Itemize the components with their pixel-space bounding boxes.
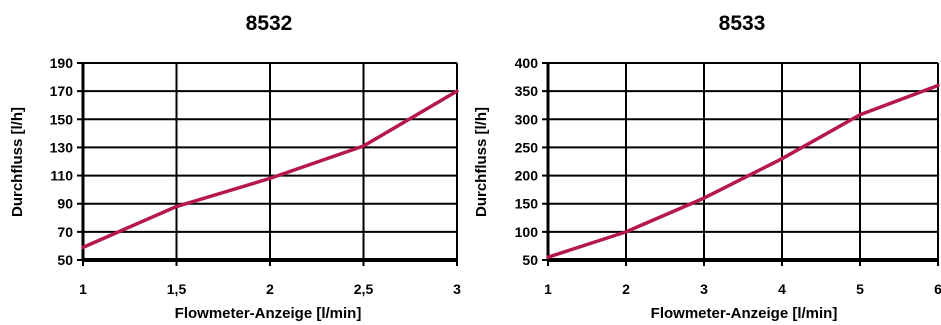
y-axis-ticks: 50 100 150 200 250 300 350 400 <box>515 55 548 268</box>
y-tick-label: 400 <box>515 55 539 71</box>
y-tick-label: 150 <box>515 196 539 212</box>
y-tick-label: 300 <box>515 111 539 127</box>
chart-8533: 8533 50 100 150 200 250 300 350 400 1 2 3 4 5 6 Flow… <box>473 12 941 322</box>
y-tick-label: 250 <box>515 139 539 155</box>
y-tick-label: 90 <box>57 196 73 212</box>
y-axis-label: Durchfluss [l/h] <box>9 107 26 217</box>
grid <box>547 62 939 261</box>
x-axis-label: Flowmeter-Anzeige [l/min] <box>651 305 838 322</box>
series-line <box>546 83 940 259</box>
y-axis-label: Durchfluss [l/h] <box>473 107 490 217</box>
x-tick-label: 4 <box>778 281 786 297</box>
x-tick-label: 1 <box>79 281 87 297</box>
series <box>546 83 940 259</box>
chart-title: 8533 <box>719 12 766 35</box>
x-tick-label: 1 <box>544 281 552 297</box>
y-tick-label: 200 <box>515 168 539 184</box>
y-tick-label: 350 <box>515 83 539 99</box>
chart-8532: 8532 50 70 90 110 130 150 170 190 1 1,5 2 2,5 3 Flo… <box>9 12 461 322</box>
x-tick-label: 2 <box>622 281 630 297</box>
y-tick-label: 50 <box>57 252 73 268</box>
y-tick-label: 150 <box>50 111 74 127</box>
y-tick-label: 130 <box>50 139 74 155</box>
series-line <box>81 89 459 250</box>
x-tick-label: 1,5 <box>167 281 187 297</box>
x-tick-label: 2 <box>266 281 274 297</box>
x-tick-label: 3 <box>700 281 708 297</box>
x-axis-ticks: 1 2 3 4 5 6 <box>544 260 941 297</box>
y-tick-label: 170 <box>50 83 74 99</box>
y-axis-ticks: 50 70 90 110 130 150 170 190 <box>50 55 83 268</box>
grid <box>82 62 458 261</box>
x-axis-ticks: 1 1,5 2 2,5 3 <box>79 260 461 297</box>
y-tick-label: 100 <box>515 224 539 240</box>
y-tick-label: 50 <box>522 252 538 268</box>
plot-frame <box>546 63 938 262</box>
x-tick-label: 6 <box>934 281 941 297</box>
x-tick-label: 5 <box>856 281 864 297</box>
y-tick-label: 110 <box>50 168 73 184</box>
y-tick-label: 70 <box>57 224 73 240</box>
series <box>81 89 459 250</box>
y-tick-label: 190 <box>50 55 74 71</box>
x-tick-label: 2,5 <box>354 281 374 297</box>
x-axis-label: Flowmeter-Anzeige [l/min] <box>175 305 362 322</box>
x-tick-label: 3 <box>453 281 461 297</box>
chart-title: 8532 <box>246 12 293 35</box>
